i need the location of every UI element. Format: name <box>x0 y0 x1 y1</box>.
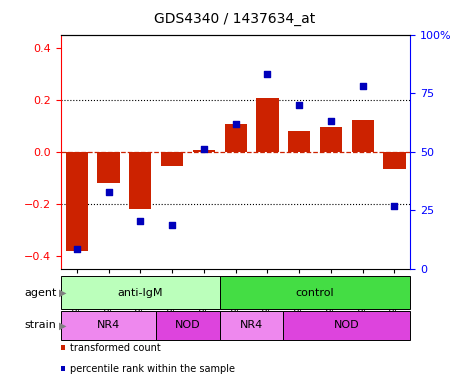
Bar <box>129 152 151 209</box>
Bar <box>383 152 406 169</box>
Bar <box>257 98 279 152</box>
Text: NOD: NOD <box>175 320 201 331</box>
Point <box>105 189 113 195</box>
Point <box>327 118 335 124</box>
Bar <box>352 121 374 152</box>
Text: anti-IgM: anti-IgM <box>118 288 163 298</box>
Bar <box>193 151 215 152</box>
Text: NR4: NR4 <box>240 320 263 331</box>
Point <box>136 218 144 224</box>
Text: NR4: NR4 <box>97 320 120 331</box>
Bar <box>61 276 220 309</box>
Text: agent: agent <box>24 288 56 298</box>
Bar <box>161 152 183 166</box>
Bar <box>66 152 88 251</box>
Text: percentile rank within the sample: percentile rank within the sample <box>70 364 235 374</box>
Bar <box>220 311 283 340</box>
Point <box>168 222 176 228</box>
Bar <box>225 124 247 152</box>
Text: control: control <box>296 288 334 298</box>
Bar <box>156 311 220 340</box>
Bar <box>98 152 120 183</box>
Text: ▶: ▶ <box>59 288 66 298</box>
Bar <box>220 276 410 309</box>
Point <box>232 121 239 127</box>
Point <box>200 146 208 152</box>
Bar <box>320 127 342 152</box>
Text: transformed count: transformed count <box>70 343 161 353</box>
Text: NOD: NOD <box>334 320 360 331</box>
Point <box>359 83 366 89</box>
Bar <box>61 311 156 340</box>
Bar <box>288 131 310 152</box>
Bar <box>283 311 410 340</box>
Text: strain: strain <box>24 320 56 331</box>
Text: ▶: ▶ <box>59 320 66 331</box>
Point <box>391 202 398 209</box>
Text: GDS4340 / 1437634_at: GDS4340 / 1437634_at <box>154 12 315 25</box>
Point <box>73 246 81 252</box>
Point <box>264 71 271 78</box>
Point <box>295 102 303 108</box>
